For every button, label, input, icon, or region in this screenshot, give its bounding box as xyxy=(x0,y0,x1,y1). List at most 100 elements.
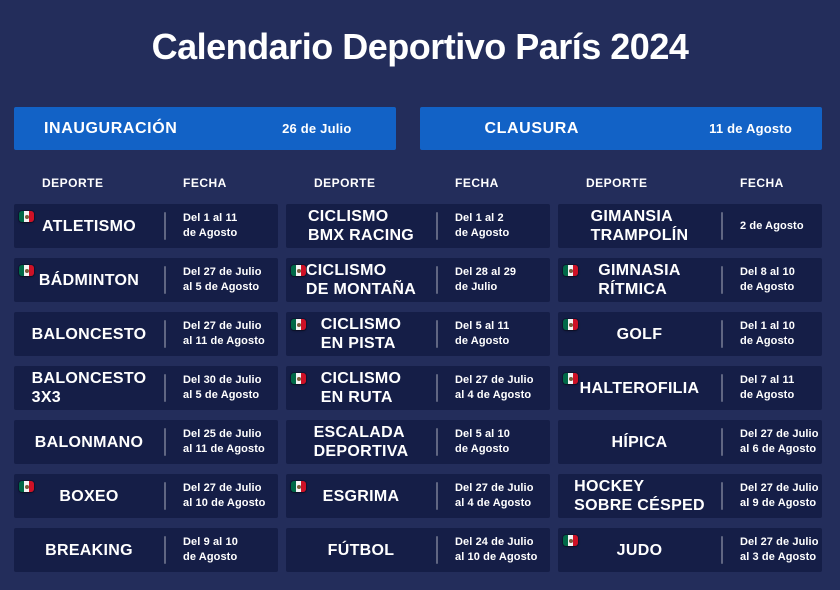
sport-row: BALONMANO Del 25 de Julio al 11 de Agosto xyxy=(14,420,278,464)
calendar-column-1: DEPORTE FECHA ATLETISMO Del 1 al 11 de Ago… xyxy=(14,175,278,582)
sport-name: GIMANSIA TRAMPOLÍN xyxy=(590,208,689,244)
deporte-header: DEPORTE xyxy=(42,176,104,190)
calendar-column-2: DEPORTE FECHA CICLISMO BMX RACING Del 1 al… xyxy=(286,175,550,582)
sport-cell: BREAKING xyxy=(14,528,164,572)
mexico-flag-icon xyxy=(563,319,578,330)
sport-date: Del 5 al 10 de Agosto xyxy=(455,428,510,455)
sport-row: ESGRIMA Del 27 de Julio al 4 de Agosto xyxy=(286,474,550,518)
deporte-header: DEPORTE xyxy=(586,176,648,190)
calendar-column-3: DEPORTE FECHA GIMANSIA TRAMPOLÍN 2 de Agos… xyxy=(558,175,822,582)
sport-row: JUDO Del 27 de Julio al 3 de Agosto xyxy=(558,528,822,572)
row-divider xyxy=(721,212,723,240)
sport-date: Del 8 al 10 de Agosto xyxy=(740,266,795,293)
row-divider xyxy=(164,320,166,348)
sport-name: CICLISMO DE MONTAÑA xyxy=(305,262,417,298)
sport-name: ESGRIMA xyxy=(322,487,400,505)
sport-date: Del 1 al 2 de Agosto xyxy=(455,212,510,239)
fecha-header: FECHA xyxy=(455,176,499,190)
sport-cell: JUDO xyxy=(558,528,721,572)
sport-date: Del 5 al 11 de Agosto xyxy=(455,320,510,347)
sport-name: BALONCESTO xyxy=(31,325,147,343)
sport-name: BREAKING xyxy=(45,541,133,559)
flag-emblem xyxy=(568,376,573,381)
sport-date: Del 27 de Julio al 9 de Agosto xyxy=(740,482,819,509)
rows-container: GIMANSIA TRAMPOLÍN 2 de Agosto GIMNASIA RÍTM… xyxy=(558,204,822,572)
sport-row: BÁDMINTON Del 27 de Julio al 5 de Agosto xyxy=(14,258,278,302)
sport-date: Del 1 al 10 de Agosto xyxy=(740,320,795,347)
sport-row: BALONCESTO Del 27 de Julio al 11 de Agosto xyxy=(14,312,278,356)
sport-row: HÍPICA Del 27 de Julio al 6 de Agosto xyxy=(558,420,822,464)
sport-name: HÍPICA xyxy=(611,433,668,451)
mexico-flag-icon xyxy=(19,481,34,492)
sport-date: Del 25 de Julio al 11 de Agosto xyxy=(183,428,265,455)
sport-row: CICLISMO BMX RACING Del 1 al 2 de Agosto xyxy=(286,204,550,248)
sport-cell: BALONCESTO xyxy=(14,312,164,356)
flag-emblem xyxy=(296,484,301,489)
sport-row: CICLISMO EN RUTA Del 27 de Julio al 4 de Ag… xyxy=(286,366,550,410)
flag-emblem xyxy=(296,268,301,273)
row-divider xyxy=(436,536,438,564)
fecha-header: FECHA xyxy=(740,176,784,190)
sport-cell: ATLETISMO xyxy=(14,204,164,248)
mexico-flag-icon xyxy=(291,373,306,384)
fecha-header: FECHA xyxy=(183,176,227,190)
sport-row: GIMANSIA TRAMPOLÍN 2 de Agosto xyxy=(558,204,822,248)
clausura-date: 11 de Agosto xyxy=(709,121,792,136)
flag-emblem xyxy=(24,214,29,219)
sport-name: GOLF xyxy=(616,325,663,343)
sport-cell: BALONCESTO 3X3 xyxy=(14,366,164,410)
sport-date: Del 28 al 29 de Julio xyxy=(455,266,517,293)
row-divider xyxy=(721,482,723,510)
sport-cell: GOLF xyxy=(558,312,721,356)
sport-name: ATLETISMO xyxy=(42,217,136,235)
flag-emblem xyxy=(24,268,29,273)
row-divider xyxy=(436,428,438,456)
sport-row: HALTEROFILIA Del 7 al 11 de Agosto xyxy=(558,366,822,410)
column-header: DEPORTE FECHA xyxy=(286,175,550,191)
clausura-label: CLAUSURA xyxy=(484,119,580,137)
sport-cell: ESCALADA DEPORTIVA xyxy=(286,420,436,464)
sport-cell: BÁDMINTON xyxy=(14,258,164,302)
sport-date: Del 27 de Julio al 10 de Agosto xyxy=(183,482,266,509)
sport-row: CICLISMO EN PISTA Del 5 al 11 de Agosto xyxy=(286,312,550,356)
sport-cell: HOCKEY SOBRE CÉSPED xyxy=(558,474,721,518)
mexico-flag-icon xyxy=(19,265,34,276)
sport-date: Del 9 al 10 de Agosto xyxy=(183,536,238,563)
sport-cell: GIMANSIA TRAMPOLÍN xyxy=(558,204,721,248)
flag-emblem xyxy=(568,322,573,327)
sport-cell: GIMNASIA RÍTMICA xyxy=(558,258,721,302)
sport-name: BALONCESTO 3X3 xyxy=(31,370,147,406)
sport-cell: ESGRIMA xyxy=(286,474,436,518)
sport-name: CICLISMO EN PISTA xyxy=(320,316,402,352)
row-divider xyxy=(164,482,166,510)
sport-date: Del 27 de Julio al 6 de Agosto xyxy=(740,428,819,455)
sport-name: BALONMANO xyxy=(34,433,144,451)
flag-emblem xyxy=(24,484,29,489)
sport-row: ATLETISMO Del 1 al 11 de Agosto xyxy=(14,204,278,248)
row-divider xyxy=(436,266,438,294)
row-divider xyxy=(436,374,438,402)
row-divider xyxy=(164,212,166,240)
mexico-flag-icon xyxy=(291,481,306,492)
mexico-flag-icon xyxy=(563,535,578,546)
inauguracion-date: 26 de Julio xyxy=(282,121,352,136)
inauguracion-banner: INAUGURACIÓN 26 de Julio xyxy=(14,107,396,150)
sport-row: CICLISMO DE MONTAÑA Del 28 al 29 de Julio xyxy=(286,258,550,302)
sport-name: BOXEO xyxy=(59,487,119,505)
rows-container: CICLISMO BMX RACING Del 1 al 2 de Agosto CIC… xyxy=(286,204,550,572)
sport-row: ESCALADA DEPORTIVA Del 5 al 10 de Agosto xyxy=(286,420,550,464)
mexico-flag-icon xyxy=(563,373,578,384)
rows-container: ATLETISMO Del 1 al 11 de Agosto BÁDMINTON De… xyxy=(14,204,278,572)
sport-date: Del 27 de Julio al 5 de Agosto xyxy=(183,266,262,293)
sport-date: Del 24 de Julio al 10 de Agosto xyxy=(455,536,538,563)
sport-date: Del 1 al 11 de Agosto xyxy=(183,212,238,239)
row-divider xyxy=(164,536,166,564)
column-header: DEPORTE FECHA xyxy=(14,175,278,191)
mexico-flag-icon xyxy=(291,265,306,276)
sport-date: Del 27 de Julio al 4 de Agosto xyxy=(455,482,534,509)
mexico-flag-icon xyxy=(563,265,578,276)
sport-name: FÚTBOL xyxy=(327,541,395,559)
row-divider xyxy=(436,212,438,240)
row-divider xyxy=(436,482,438,510)
row-divider xyxy=(721,374,723,402)
